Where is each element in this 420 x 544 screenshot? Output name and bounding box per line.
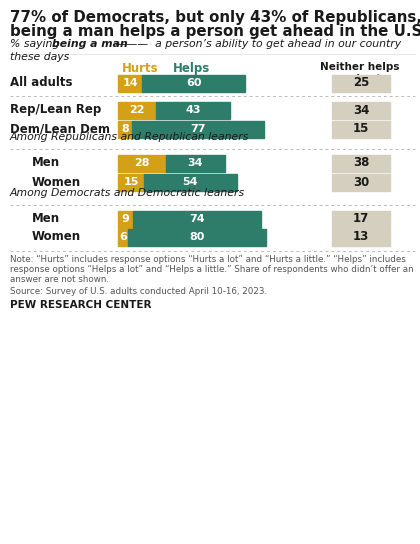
Text: 9: 9 [122, 214, 130, 224]
Text: 80: 80 [189, 232, 205, 242]
Text: Helps: Helps [173, 62, 210, 75]
Text: response options “Helps a lot” and “Helps a little.” Share of respondents who di: response options “Helps a lot” and “Help… [10, 264, 414, 274]
Text: 34: 34 [188, 158, 203, 168]
Text: All adults: All adults [10, 77, 73, 90]
Bar [166, 154, 225, 171]
Text: 77% of Democrats, but only 43% of Republicans, say: 77% of Democrats, but only 43% of Republ… [10, 10, 420, 25]
Bar [332, 121, 390, 138]
Text: 22: 22 [129, 105, 144, 115]
Bar [156, 102, 230, 119]
Bar [332, 174, 390, 190]
Text: Hurts: Hurts [122, 62, 158, 75]
Text: answer are not shown.: answer are not shown. [10, 275, 109, 283]
Text: 30: 30 [353, 176, 369, 189]
Text: 13: 13 [353, 231, 369, 244]
Text: 34: 34 [353, 103, 369, 116]
Bar [332, 154, 390, 171]
Text: % saying: % saying [10, 39, 63, 49]
Bar [142, 75, 245, 91]
Text: Dem/Lean Dem: Dem/Lean Dem [10, 122, 110, 135]
Text: being a man helps a person get ahead in the U.S.: being a man helps a person get ahead in … [10, 24, 420, 39]
Text: 74: 74 [189, 214, 205, 224]
Bar [332, 228, 390, 245]
Text: 15: 15 [123, 177, 139, 187]
Bar [118, 211, 134, 227]
Text: Women: Women [32, 231, 81, 244]
Text: 77: 77 [190, 124, 206, 134]
Text: 6: 6 [119, 232, 127, 242]
Bar [118, 174, 144, 190]
Bar [118, 102, 156, 119]
Bar [332, 211, 390, 227]
Bar [118, 75, 142, 91]
Text: PEW RESEARCH CENTER: PEW RESEARCH CENTER [10, 300, 152, 310]
Bar [118, 121, 132, 138]
Text: Source: Survey of U.S. adults conducted April 10-16, 2023.: Source: Survey of U.S. adults conducted … [10, 287, 267, 295]
Bar [118, 154, 166, 171]
Text: Note: “Hurts” includes response options “Hurts a lot” and “Hurts a little.” “Hel: Note: “Hurts” includes response options … [10, 255, 406, 263]
Text: Neither helps
nor hurts: Neither helps nor hurts [320, 62, 400, 84]
Text: Rep/Lean Rep: Rep/Lean Rep [10, 103, 101, 116]
Text: 14: 14 [122, 78, 138, 88]
Bar [134, 211, 261, 227]
Text: Women: Women [32, 176, 81, 189]
Bar [118, 228, 129, 245]
Text: these days: these days [10, 52, 69, 62]
Text: Men: Men [32, 157, 60, 170]
Text: 15: 15 [353, 122, 369, 135]
Text: being a man: being a man [52, 39, 128, 49]
Text: 60: 60 [186, 78, 202, 88]
Text: ———  a person’s ability to get ahead in our country: ——— a person’s ability to get ahead in o… [112, 39, 401, 49]
Text: 8: 8 [121, 124, 129, 134]
Bar [332, 102, 390, 119]
Text: 38: 38 [353, 157, 369, 170]
Text: 54: 54 [183, 177, 198, 187]
Text: 28: 28 [134, 158, 150, 168]
Text: 43: 43 [185, 105, 201, 115]
Text: Among Republicans and Republican leaners: Among Republicans and Republican leaners [10, 133, 249, 143]
Bar [132, 121, 264, 138]
Bar [332, 75, 390, 91]
Text: Men: Men [32, 213, 60, 226]
Text: Among Democrats and Democratic leaners: Among Democrats and Democratic leaners [10, 189, 245, 199]
Bar [144, 174, 237, 190]
Text: 25: 25 [353, 77, 369, 90]
Bar [129, 228, 266, 245]
Text: 17: 17 [353, 213, 369, 226]
